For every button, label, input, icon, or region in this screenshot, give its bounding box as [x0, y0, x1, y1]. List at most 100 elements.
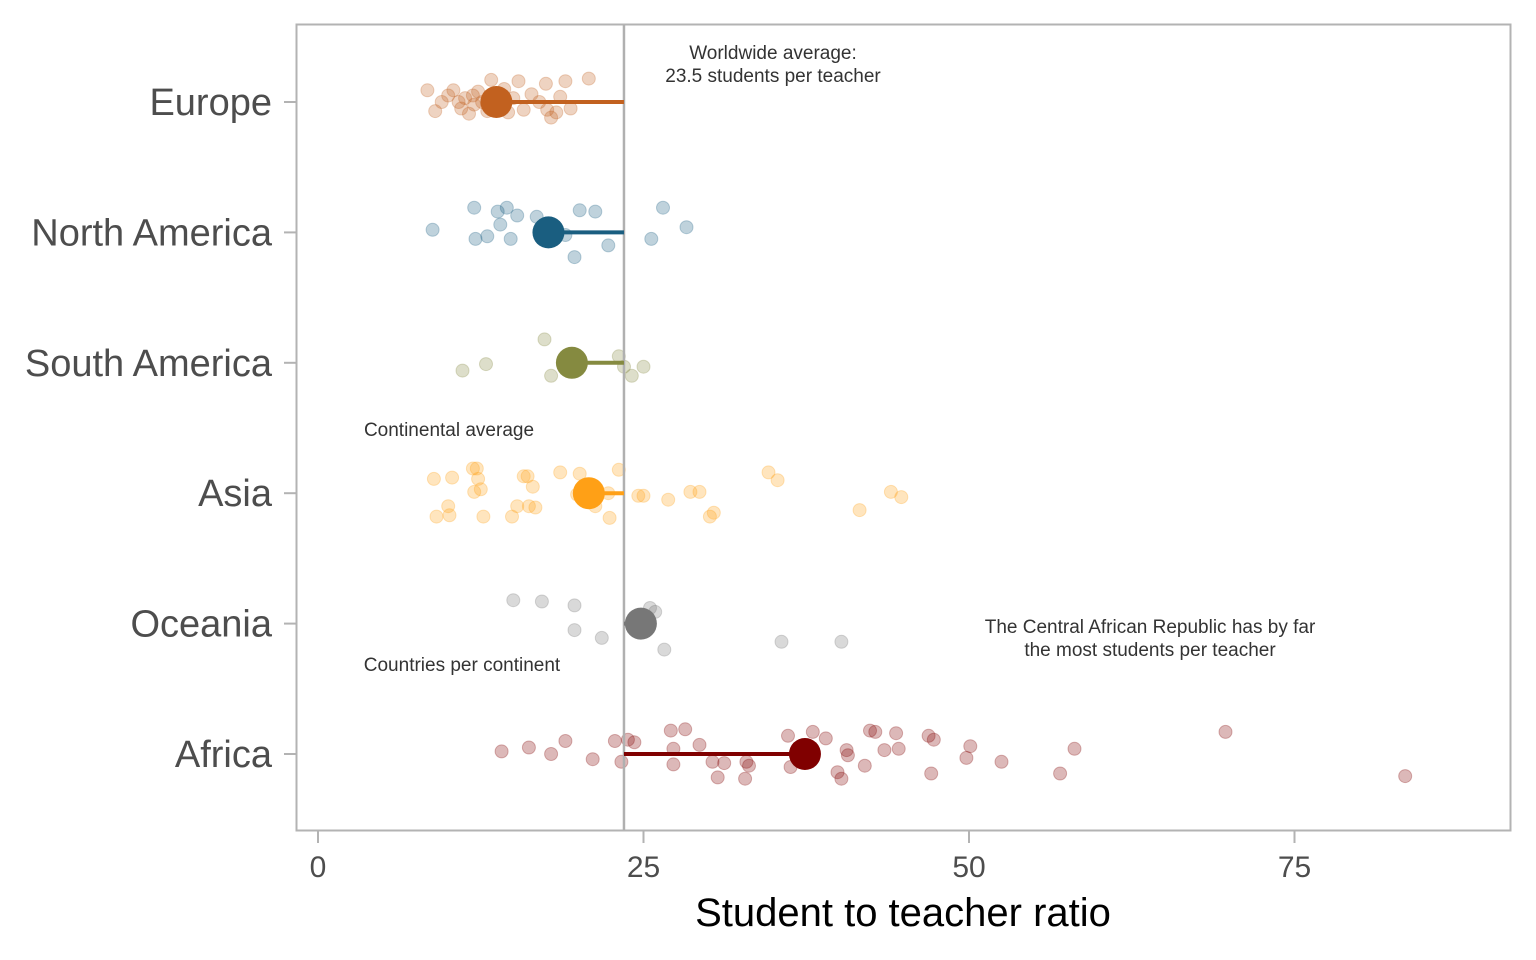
- data-point: [883, 484, 898, 499]
- data-point: [442, 508, 457, 523]
- x-axis-title: Student to teacher ratio: [695, 891, 1111, 935]
- data-point: [567, 623, 582, 638]
- data-point: [742, 758, 756, 773]
- data-point: [926, 732, 941, 747]
- data-point: [663, 723, 678, 738]
- data-point: [454, 101, 469, 116]
- data-point: [818, 731, 833, 746]
- data-point: [863, 723, 877, 738]
- series-asia: [426, 461, 909, 525]
- data-point: [521, 740, 536, 755]
- data-point: [805, 724, 820, 739]
- data-point: [441, 88, 456, 103]
- x-tick-label: 25: [627, 851, 660, 884]
- average-dot-asia: [572, 477, 605, 510]
- x-axis: 0 25 50 75: [310, 831, 1311, 884]
- data-point: [588, 204, 603, 219]
- data-point: [830, 765, 845, 780]
- data-point: [710, 770, 725, 785]
- data-point: [511, 74, 526, 89]
- data-point: [1218, 724, 1233, 739]
- data-point: [537, 332, 552, 347]
- data-point: [428, 104, 443, 119]
- data-point: [877, 743, 892, 758]
- data-point: [544, 110, 559, 125]
- data-point: [510, 208, 525, 223]
- data-point: [717, 756, 732, 771]
- data-point: [594, 630, 609, 645]
- data-point: [480, 229, 495, 244]
- data-point: [451, 95, 466, 109]
- plot-panel: [295, 23, 1512, 832]
- data-point: [446, 83, 461, 98]
- data-point: [627, 735, 642, 750]
- data-point: [702, 509, 717, 524]
- annotations: Worldwide average:23.5 students per teac…: [364, 43, 1316, 676]
- data-point: [683, 484, 698, 499]
- y-axis: Europe North America South America Asia Ocea…: [25, 82, 296, 776]
- data-point: [636, 488, 651, 503]
- data-point: [549, 105, 564, 120]
- data-point: [624, 368, 639, 383]
- data-point: [959, 750, 974, 765]
- data-point: [607, 734, 622, 748]
- category-label-africa: Africa: [175, 734, 273, 776]
- data-point: [834, 771, 849, 786]
- data-point: [441, 499, 456, 514]
- data-point: [462, 106, 476, 121]
- data-point: [738, 771, 753, 786]
- data-point: [661, 492, 676, 507]
- data-point: [471, 471, 486, 486]
- data-point: [692, 737, 707, 752]
- data-point: [706, 505, 721, 520]
- data-point: [544, 747, 559, 761]
- data-point: [601, 238, 616, 253]
- data-point: [834, 634, 849, 649]
- chart-marks: [420, 25, 1413, 830]
- data-point: [572, 203, 587, 218]
- average-dot-africa: [788, 738, 821, 770]
- data-point: [476, 509, 491, 524]
- data-point: [585, 752, 600, 767]
- data-point: [467, 200, 482, 215]
- data-point: [924, 766, 939, 781]
- data-point: [666, 757, 681, 772]
- data-point: [852, 503, 867, 518]
- data-point: [528, 500, 543, 515]
- data-point: [636, 359, 651, 374]
- data-point: [868, 724, 883, 739]
- data-point: [602, 510, 617, 525]
- data-point: [467, 484, 482, 499]
- data-point: [840, 748, 855, 763]
- data-point: [494, 744, 509, 759]
- data-point: [657, 642, 672, 657]
- data-point: [429, 509, 444, 524]
- data-point: [469, 461, 484, 476]
- data-point: [656, 200, 670, 215]
- data-point: [465, 88, 480, 103]
- annotation-worldwide-average-line2: 23.5 students per teacher: [665, 66, 881, 87]
- category-label-north-america: North America: [31, 212, 273, 254]
- data-point: [484, 72, 499, 87]
- data-point: [426, 471, 441, 486]
- data-point: [567, 598, 582, 613]
- data-point: [544, 368, 559, 383]
- data-point: [455, 363, 470, 378]
- data-point: [473, 482, 488, 497]
- x-tick-label: 75: [1278, 851, 1311, 884]
- data-point: [705, 754, 720, 769]
- data-point: [420, 83, 435, 98]
- data-point: [458, 91, 473, 106]
- data-point: [692, 484, 707, 499]
- data-point: [891, 741, 906, 756]
- data-point: [631, 488, 646, 503]
- data-point: [678, 722, 693, 737]
- series-south-america: [455, 332, 651, 383]
- data-point: [510, 499, 525, 514]
- average-dot-north-america: [532, 216, 565, 249]
- data-point: [889, 726, 904, 741]
- data-point: [614, 754, 629, 769]
- data-point: [558, 734, 573, 748]
- data-point: [516, 469, 531, 484]
